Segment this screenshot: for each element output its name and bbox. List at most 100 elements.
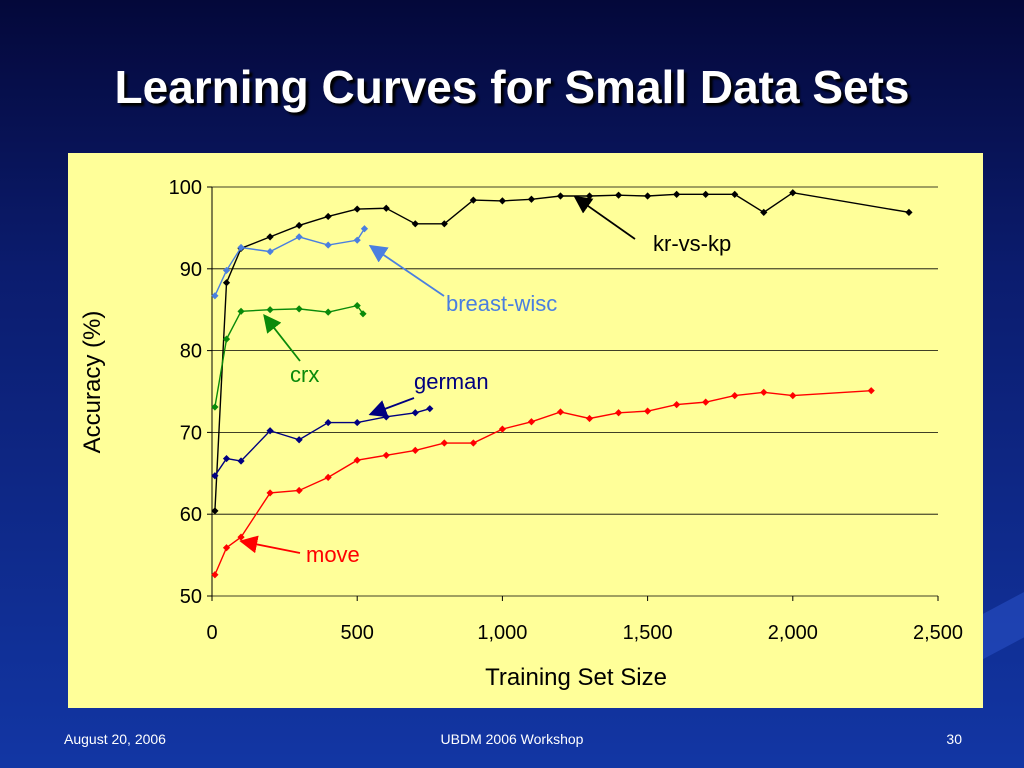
annotation-label-german: german xyxy=(414,369,489,394)
gridlines xyxy=(212,186,938,597)
data-point-kr-vs-kp xyxy=(585,192,594,200)
data-point-kr-vs-kp xyxy=(760,208,768,216)
data-point-kr-vs-kp xyxy=(498,197,506,205)
annotation-label-kr-vs-kp: kr-vs-kp xyxy=(653,231,731,256)
series-move xyxy=(211,387,875,579)
data-point-move xyxy=(789,391,797,400)
x-tick-label: 1,500 xyxy=(623,622,673,644)
data-point-move xyxy=(731,391,739,400)
footer-page-number: 30 xyxy=(946,731,962,747)
data-point-kr-vs-kp xyxy=(382,204,390,212)
series-line-breast-wisc xyxy=(214,228,366,297)
data-point-breast-wisc xyxy=(266,248,274,256)
y-tick-label: 50 xyxy=(180,586,202,608)
data-point-kr-vs-kp xyxy=(614,191,623,199)
data-point-crx xyxy=(237,307,245,315)
data-point-move xyxy=(353,456,361,464)
y-tick-label: 70 xyxy=(180,422,202,444)
data-point-german xyxy=(426,405,434,413)
data-point-move xyxy=(498,425,506,433)
series-line-german xyxy=(214,408,430,477)
data-point-breast-wisc xyxy=(295,233,303,241)
learning-curve-chart: 50 60 70 80 90 100 0 500 1,000 1,500 2,000 2,500 kr… xyxy=(79,177,963,691)
data-point-move xyxy=(440,439,448,447)
data-point-move xyxy=(760,388,768,396)
annotation-label-crx: crx xyxy=(290,362,319,387)
data-point-german xyxy=(295,436,303,444)
data-point-crx xyxy=(266,306,274,314)
data-point-kr-vs-kp xyxy=(469,196,477,204)
series-crx xyxy=(211,302,367,411)
data-point-german xyxy=(266,427,274,435)
data-point-move xyxy=(585,414,594,423)
data-point-kr-vs-kp xyxy=(556,192,565,200)
annotation-arrow-kr-vs-kp xyxy=(573,195,636,240)
x-tick-label: 2,000 xyxy=(768,622,818,644)
data-point-kr-vs-kp xyxy=(211,507,219,515)
slide-title: Learning Curves for Small Data Sets xyxy=(114,61,910,113)
data-point-breast-wisc xyxy=(211,292,219,300)
data-point-move xyxy=(382,451,390,459)
data-point-kr-vs-kp xyxy=(673,190,681,198)
annotations: kr-vs-kp breast-wisc crx german move xyxy=(239,195,731,567)
data-point-kr-vs-kp xyxy=(789,189,797,197)
x-tick-label: 2,500 xyxy=(913,622,963,644)
axes: 50 60 70 80 90 100 0 500 1,000 1,500 2,000 2,500 xyxy=(169,177,963,644)
footer-date: August 20, 2006 xyxy=(64,731,166,747)
data-point-move xyxy=(295,486,303,495)
annotation-arrow-german xyxy=(368,397,415,418)
data-point-german xyxy=(211,472,219,480)
y-tick-label: 80 xyxy=(180,341,202,363)
y-tick-label: 60 xyxy=(180,504,202,526)
data-point-breast-wisc xyxy=(324,241,332,249)
annotation-label-breast-wisc: breast-wisc xyxy=(446,291,557,316)
data-point-kr-vs-kp xyxy=(731,190,739,198)
data-point-crx xyxy=(324,308,332,316)
series-line-crx xyxy=(214,304,364,408)
series-kr-vs-kp xyxy=(211,189,913,515)
data-point-move xyxy=(469,439,477,447)
data-point-crx xyxy=(211,403,219,411)
data-point-kr-vs-kp xyxy=(905,208,913,216)
data-point-breast-wisc xyxy=(222,266,231,275)
annotation-arrow-breast-wisc xyxy=(368,244,445,297)
data-point-german xyxy=(411,409,419,417)
x-axis-label: Training Set Size xyxy=(485,664,667,691)
x-tick-label: 500 xyxy=(341,622,374,644)
data-point-kr-vs-kp xyxy=(527,195,536,203)
y-axis-label: Accuracy (%) xyxy=(79,311,106,454)
data-point-german xyxy=(324,418,332,427)
data-point-move xyxy=(867,387,875,395)
data-point-move xyxy=(527,418,536,426)
data-point-move xyxy=(702,398,710,406)
annotation-label-move: move xyxy=(306,542,360,567)
footer-workshop: UBDM 2006 Workshop xyxy=(440,731,584,747)
series-german xyxy=(211,405,434,480)
data-point-kr-vs-kp xyxy=(702,190,710,198)
x-tick-label: 1,000 xyxy=(477,622,527,644)
series-line-kr-vs-kp xyxy=(214,191,910,511)
data-point-german xyxy=(382,413,390,421)
data-point-move xyxy=(222,544,231,552)
data-point-move xyxy=(324,473,332,481)
data-point-move xyxy=(614,409,623,417)
data-point-kr-vs-kp xyxy=(353,205,361,213)
data-point-move xyxy=(411,446,419,454)
data-point-breast-wisc xyxy=(360,225,369,233)
data-point-kr-vs-kp xyxy=(411,220,419,228)
data-point-kr-vs-kp xyxy=(295,221,303,230)
data-point-german xyxy=(353,418,361,427)
annotation-arrow-move xyxy=(239,535,301,554)
data-point-move xyxy=(211,571,219,579)
data-point-crx xyxy=(295,305,303,313)
y-tick-label: 90 xyxy=(180,259,202,281)
data-point-crx xyxy=(222,335,231,343)
data-point-german xyxy=(237,457,245,465)
data-point-kr-vs-kp xyxy=(266,233,274,241)
data-point-move xyxy=(673,400,681,409)
data-point-breast-wisc xyxy=(237,243,245,252)
data-point-move xyxy=(644,407,652,415)
x-tick-label: 0 xyxy=(206,622,217,644)
data-point-breast-wisc xyxy=(353,236,361,244)
data-point-kr-vs-kp xyxy=(222,279,231,287)
